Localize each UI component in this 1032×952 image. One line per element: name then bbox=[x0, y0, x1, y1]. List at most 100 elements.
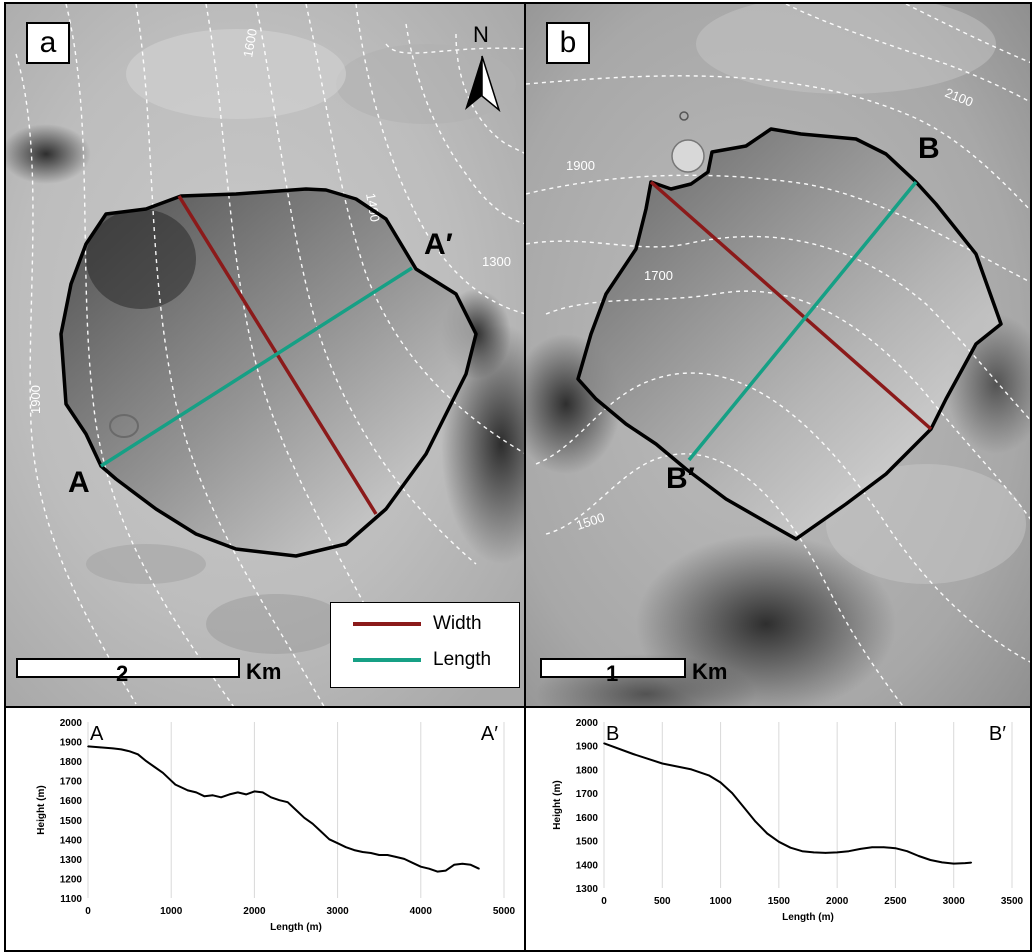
chart-0-data-point bbox=[361, 851, 364, 853]
chart-1-data-point bbox=[941, 861, 943, 864]
chart-0-y-tick-label: 1500 bbox=[60, 816, 83, 827]
chart-1-y-tick-label: 1600 bbox=[576, 813, 599, 824]
chart-0-data-point bbox=[286, 801, 289, 803]
chart-0-data-point bbox=[245, 793, 247, 796]
chart-0-data-point bbox=[137, 753, 139, 756]
chart-0-data-point bbox=[145, 760, 147, 762]
legend-item-width: Width bbox=[331, 613, 482, 635]
chart-1-data-point bbox=[824, 852, 827, 854]
chart-1-x-tick-label: 1500 bbox=[768, 896, 791, 907]
map-panel-b: 2100 1900 1700 1500 b B B′ 1 Km bbox=[524, 2, 1032, 708]
chart-1-data-point bbox=[603, 742, 605, 745]
depression-outline-b bbox=[576, 127, 1003, 541]
chart-0-data-point bbox=[445, 869, 447, 872]
scale-value-a: 2 bbox=[116, 661, 129, 686]
chart-1-x-tick-label: 2500 bbox=[884, 896, 907, 907]
chart-0-profile-line bbox=[87, 745, 480, 873]
chart-1-data-point bbox=[964, 862, 967, 864]
profile-panel-b: 0 500 1000 1500 2000 2500 3000 3500 1300 1400 1500… bbox=[524, 706, 1032, 952]
chart-1-start-label: B bbox=[606, 723, 619, 745]
chart-1-x-tick-label: 2000 bbox=[826, 896, 849, 907]
chart-0-data-point bbox=[112, 747, 114, 750]
chart-1-data-point bbox=[859, 848, 862, 850]
scale-value-b: 1 bbox=[606, 661, 619, 686]
chart-1-data-point bbox=[929, 859, 932, 861]
chart-1-end-label: B′ bbox=[989, 723, 1006, 745]
chart-0-data-point bbox=[203, 795, 206, 798]
chart-1-x-axis-title: Length (m) bbox=[782, 912, 834, 923]
legend-swatch-length bbox=[353, 658, 421, 662]
panel-tag-a: a bbox=[26, 22, 70, 64]
chart-0-data-point bbox=[411, 862, 414, 864]
point-label-b-prime: B′ bbox=[666, 462, 695, 495]
chart-0-x-axis-title: Length (m) bbox=[270, 922, 322, 933]
chart-1-data-point bbox=[789, 846, 792, 849]
chart-1-data-point bbox=[883, 846, 885, 848]
point-label-a: A bbox=[68, 466, 90, 499]
chart-0-x-tick-label: 4000 bbox=[410, 906, 433, 917]
chart-0-data-point bbox=[469, 864, 472, 866]
chart-0-data-point bbox=[303, 817, 306, 819]
scale-bar-a bbox=[16, 658, 240, 678]
chart-1-x-tick-label: 3500 bbox=[1001, 896, 1024, 907]
chart-0-y-axis-title: Height (m) bbox=[36, 785, 47, 834]
chart-1-data-point bbox=[906, 850, 908, 852]
chart-0-data-point bbox=[320, 830, 322, 833]
chart-0-data-point bbox=[403, 858, 406, 860]
chart-0-data-point bbox=[253, 790, 256, 793]
chart-0-y-tick-label: 1700 bbox=[60, 777, 83, 788]
legend-item-length: Length bbox=[331, 649, 491, 671]
chart-1-data-point bbox=[848, 850, 850, 852]
chart-0-data-point bbox=[353, 849, 356, 851]
width-line-b bbox=[649, 180, 933, 431]
chart-0-data-point bbox=[128, 750, 131, 753]
chart-0-data-point bbox=[228, 793, 231, 796]
chart-1-y-tick-label: 1800 bbox=[576, 765, 599, 776]
scale-unit-b: Km bbox=[692, 659, 728, 684]
chart-1-y-tick-label: 1700 bbox=[576, 789, 599, 800]
chart-0-data-point bbox=[378, 854, 381, 856]
chart-0-data-point bbox=[99, 746, 102, 749]
chart-0-data-point bbox=[395, 856, 397, 858]
chart-0-data-point bbox=[212, 794, 214, 797]
chart-0-data-point bbox=[220, 796, 222, 799]
chart-0-x-tick-label: 3000 bbox=[326, 906, 349, 917]
chart-0-data-point bbox=[162, 772, 164, 774]
profile-chart-a: 0 1000 2000 3000 4000 5000 1100 1200 1300 1400 150… bbox=[36, 718, 516, 933]
chart-1-y-tick-label: 2000 bbox=[576, 718, 599, 729]
chart-1-data-point bbox=[743, 806, 745, 809]
chart-1-data-point bbox=[632, 753, 634, 755]
chart-0-data-point bbox=[174, 783, 177, 786]
legend-swatch-width bbox=[353, 622, 421, 626]
chart-1-x-tick-label: 500 bbox=[654, 896, 671, 907]
chart-0-data-point bbox=[178, 785, 181, 788]
chart-0-end-label: A′ bbox=[481, 723, 498, 745]
length-line-a bbox=[100, 266, 413, 468]
chart-0-y-tick-label: 1800 bbox=[60, 757, 83, 768]
chart-1-data-point bbox=[719, 781, 722, 784]
contour-label-1900: 1900 bbox=[566, 158, 595, 173]
legend: Width Length bbox=[330, 602, 520, 688]
length-line-b bbox=[687, 180, 918, 462]
chart-0-data-point bbox=[237, 791, 239, 794]
chart-0-data-point bbox=[153, 766, 156, 768]
chart-1-x-tick-label: 0 bbox=[601, 896, 607, 907]
chart-0-data-point bbox=[295, 809, 297, 811]
chart-1-y-axis-title: Height (m) bbox=[552, 780, 563, 829]
profile-chart-b: 0 500 1000 1500 2000 2500 3000 3500 1300 1400 1500… bbox=[552, 718, 1024, 923]
chart-0-data-point bbox=[436, 870, 439, 873]
chart-1-data-point bbox=[952, 862, 955, 865]
chart-0-data-point bbox=[453, 864, 455, 866]
chart-0-data-point bbox=[420, 865, 422, 868]
chart-0-y-tick-label: 1900 bbox=[60, 738, 83, 749]
chart-1-data-point bbox=[766, 832, 768, 835]
contour-label-1900: 1900 bbox=[28, 385, 43, 414]
chart-0-start-label: A bbox=[90, 723, 104, 745]
chart-1-x-tick-label: 3000 bbox=[943, 896, 966, 907]
chart-1-y-tick-label: 1900 bbox=[576, 742, 599, 753]
chart-1-data-point bbox=[661, 762, 664, 765]
panel-tag-b: b bbox=[546, 22, 590, 64]
chart-1-data-point bbox=[754, 820, 757, 823]
map-panel-a: 1600 1400 1300 1900 a N A A′ Width Lengt… bbox=[4, 2, 526, 708]
chart-1-data-point bbox=[690, 768, 693, 771]
